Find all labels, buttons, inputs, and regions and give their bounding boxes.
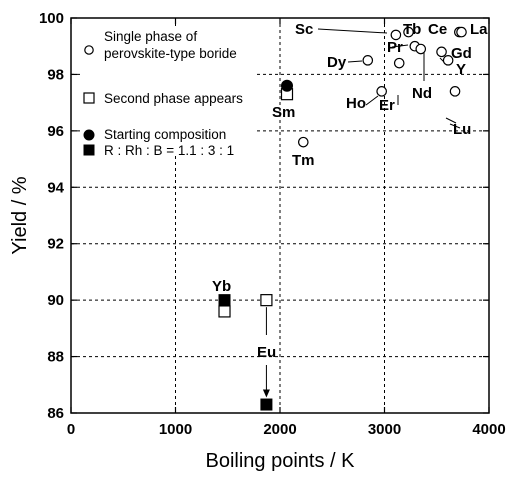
label-leader-line (365, 95, 379, 106)
legend: Single phase of perovskite-type boride Sec… (80, 26, 257, 158)
point-eu-open-square (260, 294, 273, 307)
x-axis-title: Boiling points / K (206, 450, 356, 472)
point-sc-open-circle (390, 29, 402, 41)
point-label-er: Er (379, 97, 395, 114)
plot-frame (70, 17, 490, 414)
point-label-ce: Ce (428, 21, 447, 38)
point-er-open-circle (393, 57, 405, 69)
point-ho-open-circle (376, 86, 387, 97)
point-label-lu: Lu (453, 121, 471, 138)
legend-label: Single phase of (104, 29, 197, 44)
label-leader-line (445, 117, 457, 124)
data-points (218, 26, 467, 411)
point-label-dy: Dy (327, 54, 347, 71)
x-tick-label: 0 (67, 421, 75, 438)
point-tm-open-circle (298, 136, 309, 148)
point-la-open-circle (456, 26, 467, 38)
label-leader-line (391, 44, 409, 48)
point-label-tb: Tb (403, 21, 421, 38)
point-yb-filled-square (218, 294, 231, 307)
point-tb-open-circle (403, 26, 414, 38)
y-tick-label: 100 (39, 10, 64, 27)
legend-label: Starting composition (104, 127, 226, 142)
x-tick-label: 2000 (263, 421, 296, 438)
x-tick-label: 1000 (159, 421, 192, 438)
y-tick-label: 90 (47, 292, 64, 309)
y-axis-title: Yield / % (9, 176, 31, 254)
y-tick-label: 96 (47, 123, 64, 140)
label-leader-line (347, 60, 363, 63)
point-label-yb: Yb (212, 278, 231, 295)
point-label-tm: Tm (292, 152, 315, 169)
label-leader-line (317, 28, 388, 34)
point-label-nd: Nd (412, 85, 432, 102)
point-labels: Sc Tb Ce La Pr Gd Dy Y Nd Er Ho Lu Sm Tm Yb Eu (212, 21, 488, 361)
point-yb-open-square (218, 305, 231, 318)
tick-labels: 0 1000 2000 3000 4000 86 88 90 92 94 96 98 100 (39, 10, 506, 438)
point-label-pr: Pr (387, 39, 403, 56)
y-tick-label: 92 (47, 236, 64, 253)
point-label-eu: Eu (257, 344, 276, 361)
legend-background (80, 26, 257, 154)
point-label-la: La (470, 21, 488, 38)
point-sm-filled-circle (281, 79, 294, 92)
point-label-y: Y (456, 61, 466, 78)
y-tick-label: 94 (47, 179, 64, 196)
y-tick-label: 98 (47, 66, 64, 83)
legend-marker-open-square (83, 92, 95, 104)
legend-marker-filled-circle (83, 129, 95, 141)
point-label-sm: Sm (272, 104, 295, 121)
x-tick-label: 4000 (472, 421, 505, 438)
label-leader-line (449, 123, 461, 129)
legend-marker-open-circle (84, 45, 94, 55)
y-tick-label: 88 (47, 349, 64, 366)
point-dy-open-circle (362, 55, 374, 66)
point-label-gd: Gd (451, 45, 472, 62)
point-label-sc: Sc (295, 21, 313, 38)
point-gd-open-circle (436, 46, 447, 58)
legend-label: R : Rh : B = 1.1 : 3 : 1 (104, 143, 234, 158)
legend-label: perovskite-type boride (104, 46, 237, 61)
x-tick-label: 3000 (368, 421, 401, 438)
label-connectors (262, 28, 461, 398)
point-y-open-circle (442, 55, 454, 66)
grid-lines (71, 18, 489, 413)
legend-label: Second phase appears (104, 91, 243, 106)
point-label-ho: Ho (346, 95, 366, 112)
eu-arrow-head (262, 389, 270, 398)
legend-marker-filled-square (83, 144, 95, 156)
point-lu-open-circle (449, 86, 461, 97)
point-nd-open-circle (415, 43, 427, 55)
point-eu-filled-square (260, 398, 273, 411)
y-tick-label: 86 (47, 405, 64, 422)
